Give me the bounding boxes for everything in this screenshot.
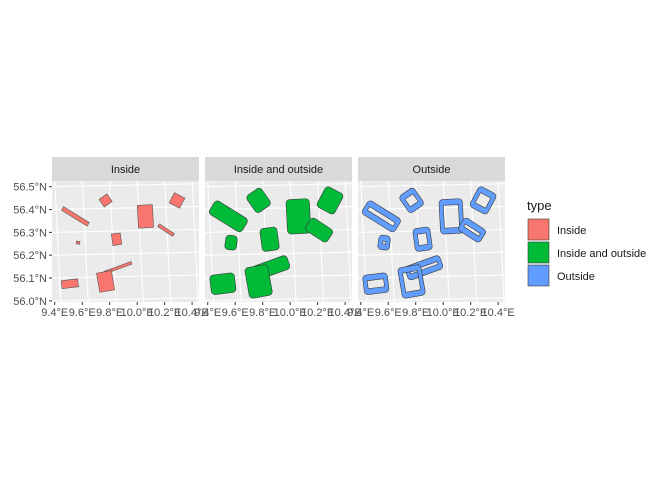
- facet-label-inside: Inside: [111, 164, 140, 176]
- gridline-y: [52, 183, 199, 188]
- facet-strip-outside: [358, 157, 505, 181]
- y-tick-label: 56.0°N: [13, 296, 47, 308]
- x-tick-label: 9.8°E: [96, 307, 123, 319]
- gridline-y: [52, 297, 199, 302]
- gridline-y: [358, 251, 505, 256]
- gridline-x: [344, 181, 352, 302]
- polygon-inside: [157, 223, 175, 237]
- facet-strip-inside-and-outside: [205, 157, 352, 181]
- polygon-inside: [96, 270, 116, 293]
- polygon-outside: [399, 187, 424, 213]
- x-tick-label: 9.6°E: [69, 307, 96, 319]
- gridline-x: [387, 181, 395, 302]
- x-tick-label: 9.6°E: [222, 307, 249, 319]
- polygon-inside-and-outside: [209, 272, 237, 295]
- y-tick-label: 56.5°N: [13, 182, 47, 194]
- polygon-inside: [111, 232, 123, 246]
- polygon-inside: [168, 192, 186, 209]
- gridline-x: [191, 181, 199, 302]
- polygon-inside: [98, 193, 113, 208]
- polygon-outside: [377, 234, 391, 251]
- x-tick-label: 9.4°E: [347, 307, 374, 319]
- legend-key: [527, 218, 550, 241]
- legend-label: Inside and outside: [557, 248, 646, 260]
- x-tick-label: 9.4°E: [194, 307, 221, 319]
- y-tick-label: 56.1°N: [13, 273, 47, 285]
- x-tick-label: 10.0°E: [121, 307, 154, 319]
- y-tick-label: 56.3°N: [13, 227, 47, 239]
- y-tick-label: 56.4°N: [13, 205, 47, 217]
- polygon-inside-and-outside: [246, 187, 271, 213]
- gridline-y: [205, 297, 352, 302]
- axis-layer: 9.4°E 9.6°E 9.8°E10.0°E10.2°E10.4°E9.4°E 9.…: [13, 182, 514, 319]
- polygon-outside: [469, 186, 497, 215]
- panel-inside-and-outside: Inside and outside: [205, 157, 352, 302]
- x-tick-label: 10.2°E: [148, 307, 181, 319]
- polygon-inside-and-outside: [305, 217, 333, 243]
- legend-key: [527, 264, 550, 287]
- polygon-inside-and-outside: [316, 186, 344, 215]
- gridline-y: [52, 228, 199, 233]
- polygon-inside-and-outside: [224, 234, 238, 251]
- x-tick-label: 10.4°E: [482, 307, 515, 319]
- x-tick-label: 10.2°E: [301, 307, 334, 319]
- polygon-outside: [458, 217, 486, 243]
- polygon-outside: [362, 200, 401, 233]
- gridline-y: [358, 183, 505, 188]
- panel-outside: Outside: [358, 157, 505, 302]
- gridline-y: [52, 205, 199, 211]
- x-tick-label: 9.4°E: [41, 307, 68, 319]
- facet-label-inside-and-outside: Inside and outside: [234, 164, 323, 176]
- panel-inside: Inside: [52, 157, 199, 302]
- polygon-outside: [397, 264, 426, 299]
- polygon-outside: [412, 226, 433, 252]
- polygon-inside-and-outside: [285, 198, 312, 235]
- legend-key: [527, 241, 550, 264]
- x-tick-label: 9.6°E: [375, 307, 402, 319]
- gridline-x: [81, 181, 89, 302]
- polygon-inside: [61, 206, 90, 227]
- gridline-y: [52, 274, 199, 279]
- x-tick-label: 10.2°E: [454, 307, 487, 319]
- polygon-inside: [60, 278, 79, 290]
- x-tick-label: 9.8°E: [402, 307, 429, 319]
- legend-label: Outside: [557, 271, 595, 283]
- legend: type Inside Inside and outside Outside: [527, 198, 646, 287]
- polygon-inside: [136, 204, 154, 229]
- y-tick-label: 56.2°N: [13, 250, 47, 262]
- x-tick-label: 10.0°E: [427, 307, 460, 319]
- gridline-y: [205, 251, 352, 256]
- polygon-inside-and-outside: [208, 200, 248, 233]
- polygon-inside-and-outside: [259, 226, 280, 252]
- gridline-y: [52, 251, 199, 256]
- gridline-y: [358, 297, 505, 302]
- x-tick-label: 10.4°E: [176, 307, 209, 319]
- legend-title: type: [527, 198, 552, 213]
- panels-layer: Inside Inside and outside Outside: [52, 157, 505, 302]
- polygon-inside-and-outside: [244, 264, 273, 299]
- x-tick-label: 10.4°E: [329, 307, 362, 319]
- gridline-x: [497, 181, 505, 302]
- gridline-x: [234, 181, 242, 302]
- x-tick-label: 9.8°E: [249, 307, 276, 319]
- gridline-x: [164, 181, 172, 302]
- facet-strip-inside: [52, 157, 199, 181]
- legend-label: Inside: [557, 225, 586, 237]
- x-tick-label: 10.0°E: [274, 307, 307, 319]
- polygon-outside: [362, 272, 390, 295]
- polygon-inside: [75, 240, 81, 245]
- gridline-y: [205, 183, 352, 188]
- gridline-x: [136, 181, 144, 302]
- facet-label-outside: Outside: [413, 164, 451, 176]
- gridline-x: [54, 181, 62, 302]
